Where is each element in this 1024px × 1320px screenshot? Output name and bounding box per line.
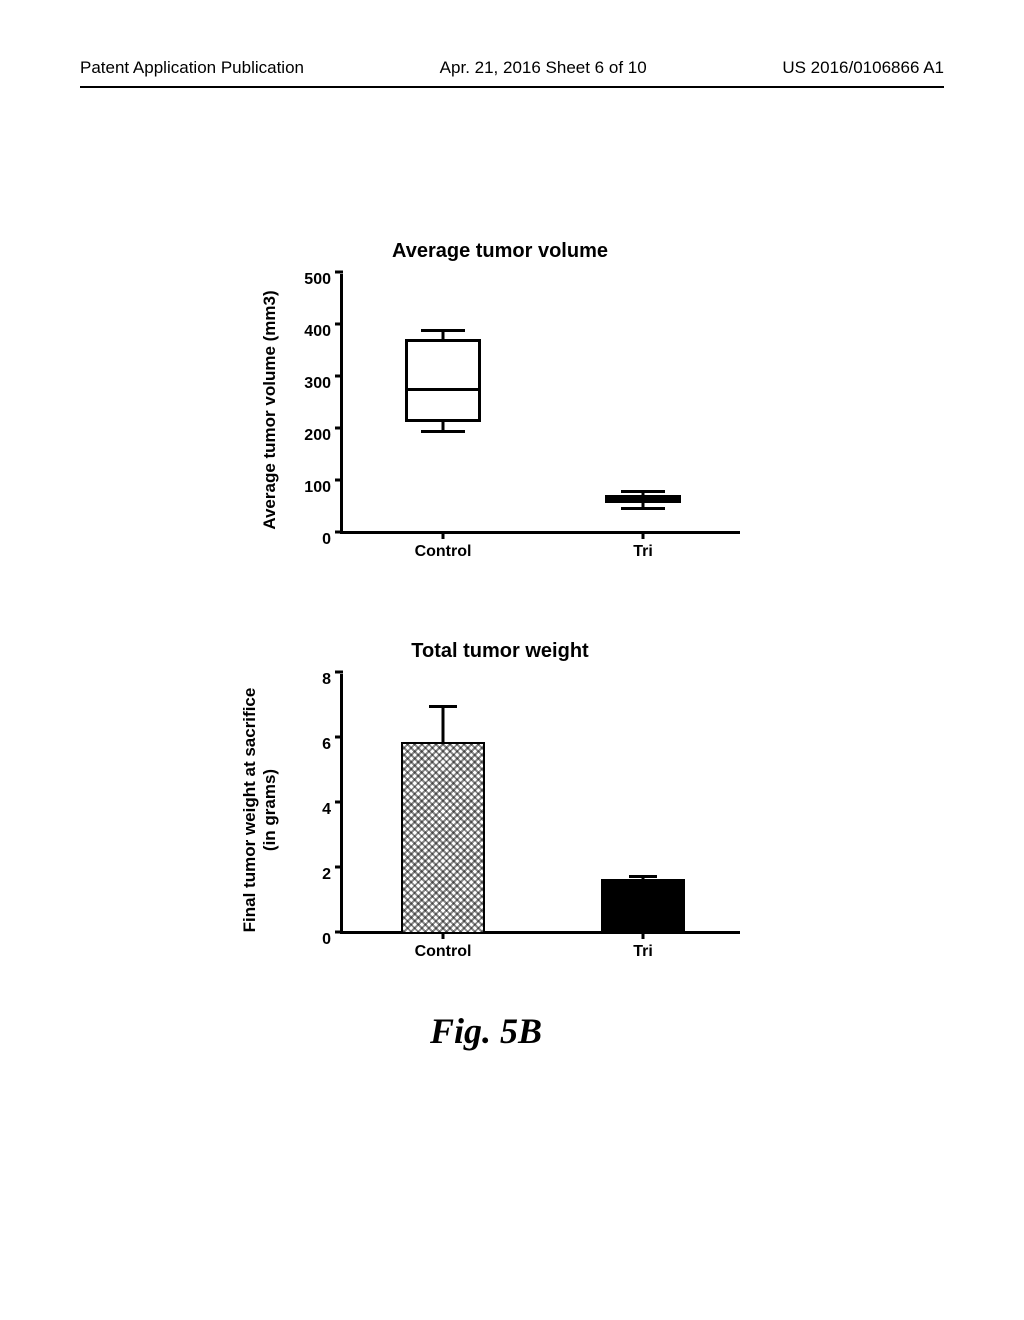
whisker-cap-lower [421,430,465,433]
median-line [405,388,481,391]
chart1-xtick-mark [642,531,645,539]
whisker-cap-upper [621,490,665,493]
page-header: Patent Application Publication Apr. 21, … [0,58,1024,78]
chart2-ytick-mark [335,866,343,869]
chart2-ytick-label: 6 [322,736,331,754]
chart2-ytick-label: 2 [322,866,331,884]
header-divider [80,86,944,88]
chart2-ytick-mark [335,736,343,739]
chart1-ytick-mark [335,479,343,482]
chart2-xtick-label: Control [415,943,472,961]
chart2-plot-area: 02468ControlTri [340,674,740,934]
median-line [605,498,681,501]
header-center: Apr. 21, 2016 Sheet 6 of 10 [440,58,647,78]
bar [601,879,685,934]
chart2-ylabel-line2: (in grams) [260,769,279,851]
chart1-plot-area: 0100200300400500ControlTri [340,274,740,534]
chart1-xtick-label: Control [415,543,472,561]
chart1-ytick-label: 400 [304,323,331,341]
error-bar-cap [629,875,657,878]
chart1-ylabel: Average tumor volume (mm3) [260,270,280,550]
chart2-ytick-mark [335,671,343,674]
chart2-ylabel-line1: Final tumor weight at sacrifice [240,688,259,933]
chart2-xtick-label: Tri [633,943,653,961]
chart2-ytick-label: 0 [322,931,331,949]
chart2-title: Total tumor weight [280,640,720,663]
chart2-ytick-label: 4 [322,801,331,819]
chart2-ytick-mark [335,801,343,804]
header-right: US 2016/0106866 A1 [782,58,944,78]
chart1-ytick-mark [335,323,343,326]
whisker-lower [442,422,445,430]
chart1-ytick-label: 200 [304,427,331,445]
chart1-ytick-label: 0 [322,531,331,549]
chart1-ytick-label: 100 [304,479,331,497]
bar [401,742,485,934]
chart1-xtick-mark [442,531,445,539]
header-left: Patent Application Publication [80,58,304,78]
error-bar-line [442,705,445,742]
chart2-ylabel: Final tumor weight at sacrifice (in gram… [240,660,280,960]
chart2-ytick-label: 8 [322,671,331,689]
chart2-ytick-mark [335,931,343,934]
chart1-ytick-mark [335,271,343,274]
whisker-cap-upper [421,329,465,332]
chart1-ytick-label: 500 [304,271,331,289]
box [405,339,481,422]
error-bar-cap [429,705,457,708]
chart1-ytick-mark [335,427,343,430]
whisker-cap-lower [621,507,665,510]
chart1-xtick-label: Tri [633,543,653,561]
chart1-ytick-mark [335,531,343,534]
figure-label: Fig. 5B [430,1010,542,1052]
chart1-ytick-label: 300 [304,375,331,393]
chart1-title: Average tumor volume [280,240,720,263]
chart1-ytick-mark [335,375,343,378]
